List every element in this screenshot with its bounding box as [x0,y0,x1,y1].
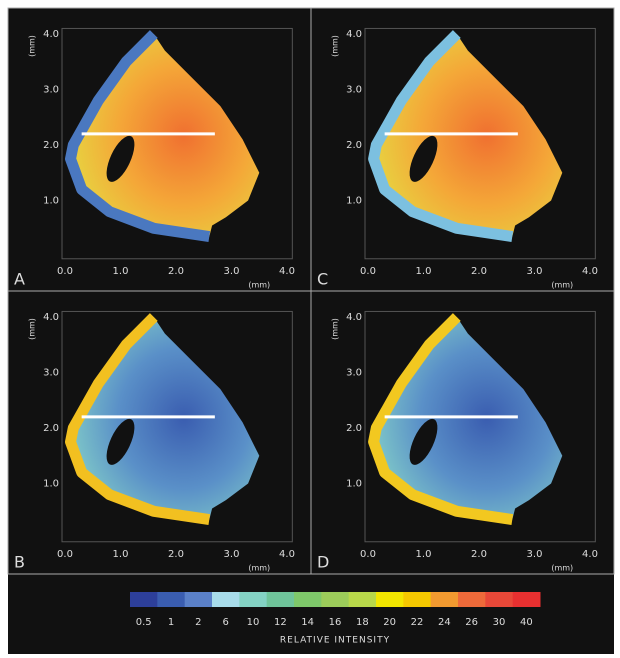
x-unit: (mm) [248,281,270,290]
colorbar-segment [349,592,377,607]
y-tick-label: 3.0 [43,368,59,379]
x-tick-label: 2.0 [168,549,184,560]
x-tick-label: 4.0 [582,549,598,560]
x-tick-label: 3.0 [527,266,543,277]
panel-label: C [317,270,328,289]
y-tick-label: 4.0 [43,29,59,40]
x-unit: (mm) [551,564,573,573]
colorbar-segment [267,592,295,607]
panel: 0.0 1.0 2.0 3.0 4.0 4.0 3.0 2.0 1.0 (mm) (mm) D [311,291,614,574]
colorbar-label: 20 [383,617,396,628]
y-tick-label: 3.0 [346,85,362,96]
x-unit: (mm) [248,564,270,573]
colorbar-segment [513,592,541,607]
x-tick-label: 3.0 [224,549,240,560]
colorbar-segment [239,592,267,607]
x-tick-label: 1.0 [113,266,129,277]
x-tick-label: 2.0 [471,549,487,560]
x-unit: (mm) [551,281,573,290]
colorbar-segment [294,592,322,607]
y-tick-label: 1.0 [346,479,362,490]
colorbar-title: RELATIVE INTENSITY [280,636,390,646]
colorbar-label: 22 [411,617,424,628]
x-tick-label: 4.0 [582,266,598,277]
colorbar-label: 24 [438,617,451,628]
x-tick-label: 4.0 [279,549,295,560]
page: body { margin: 0; background: #fff; font… [0,0,620,658]
panel-label: B [14,553,25,572]
x-tick-label: 1.0 [416,549,432,560]
y-tick-label: 2.0 [43,423,59,434]
colorbar-label: 16 [329,617,342,628]
y-tick-label: 2.0 [346,140,362,151]
colorbar-segment [376,592,404,607]
y-tick-label: 4.0 [43,312,59,323]
colorbar-label: 30 [493,617,506,628]
figure: 0.0 1.0 2.0 3.0 4.0 4.0 3.0 2.0 1.0 (mm) (mm) A 0.0 1… [0,0,620,654]
x-tick-label: 0.0 [360,266,376,277]
x-tick-label: 3.0 [527,549,543,560]
colorbar-label: 1 [168,617,174,628]
y-unit: (mm) [28,318,37,340]
colorbar-label: 12 [274,617,287,628]
panel: 0.0 1.0 2.0 3.0 4.0 4.0 3.0 2.0 1.0 (mm) (mm) C [311,8,614,291]
x-tick-label: 0.0 [57,549,73,560]
colorbar-label: 18 [356,617,369,628]
y-unit: (mm) [331,35,340,57]
colorbar-segment [458,592,486,607]
body: {"panels": [ {"label": "A", "x_ticks": [… [0,0,620,658]
panel-label: A [14,270,25,289]
x-tick-label: 3.0 [224,266,240,277]
y-tick-label: 2.0 [43,140,59,151]
colorbar-segment [212,592,240,607]
colorbar-segment [485,592,513,607]
x-tick-label: 1.0 [113,549,129,560]
colorbar-segment [130,592,158,607]
x-tick-label: 0.0 [57,266,73,277]
colorbar-segment [321,592,349,607]
x-tick-label: 0.0 [360,549,376,560]
x-tick-label: 1.0 [416,266,432,277]
y-tick-label: 4.0 [346,29,362,40]
y-tick-label: 1.0 [43,479,59,490]
y-unit: (mm) [331,318,340,340]
panel-label: D [317,553,329,572]
y-unit: (mm) [28,35,37,57]
colorbar-label: 40 [520,617,533,628]
y-tick-label: 3.0 [346,368,362,379]
y-tick-label: 4.0 [346,312,362,323]
colorbar-segment [157,592,185,607]
x-tick-label: 4.0 [279,266,295,277]
colorbar-segment [431,592,459,607]
x-tick-label: 2.0 [168,266,184,277]
colorbar-label: 26 [465,617,478,628]
y-tick-label: 3.0 [43,85,59,96]
x-tick-label: 2.0 [471,266,487,277]
colorbar-label: 2 [195,617,201,628]
colorbar-segment [403,592,431,607]
colorbar-label: 0.5 [136,617,152,628]
panel: 0.0 1.0 2.0 3.0 4.0 4.0 3.0 2.0 1.0 (mm) (mm) A [8,8,311,291]
y-tick-label: 1.0 [43,196,59,207]
y-tick-label: 2.0 [346,423,362,434]
colorbar-segment [185,592,213,607]
colorbar-label: 10 [247,617,260,628]
colorbar-label: 14 [301,617,314,628]
panel: 0.0 1.0 2.0 3.0 4.0 4.0 3.0 2.0 1.0 (mm) (mm) B [8,291,311,574]
colorbar-label: 6 [222,617,228,628]
y-tick-label: 1.0 [346,196,362,207]
